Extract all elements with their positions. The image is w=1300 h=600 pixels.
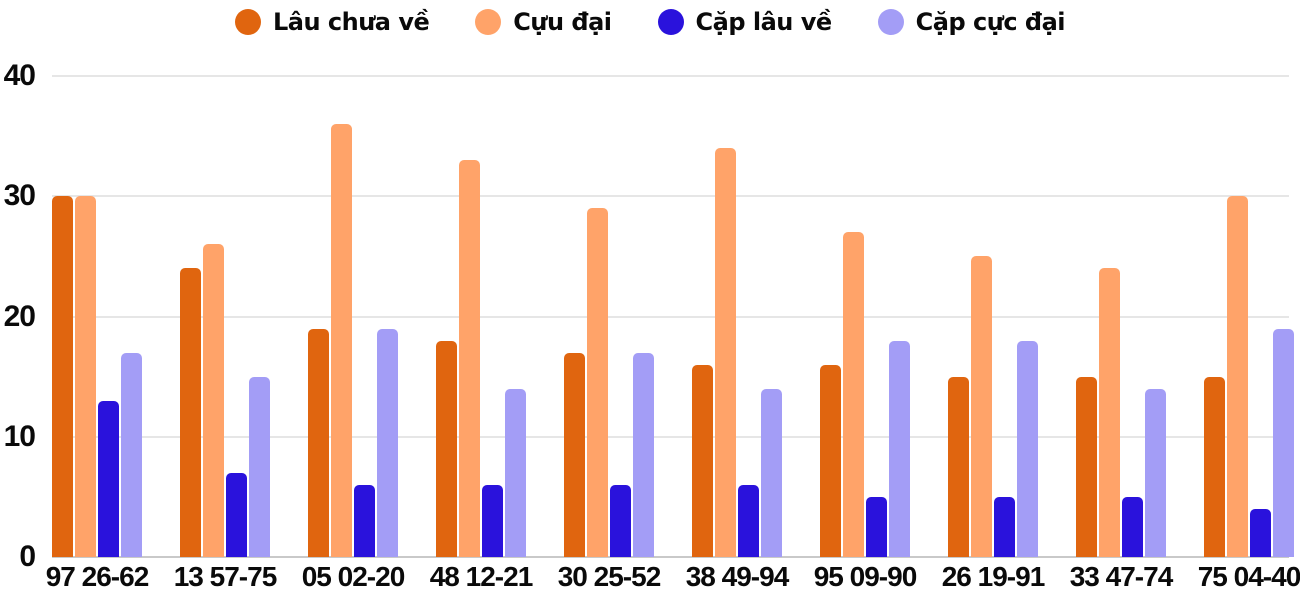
bar-series0-group8 [1076,376,1097,557]
bar-series2-group1 [226,472,247,557]
x-tick-label-1: 13 57-75 [173,561,278,592]
bar-series2-group9 [1250,508,1271,557]
legend-label-2: Cặp lâu về [695,8,833,36]
gridline-20 [52,315,1289,318]
x-tick-label-3: 48 12-21 [429,561,534,592]
bar-series0-group4 [564,352,585,557]
legend-item-0: Lâu chưa về [234,8,430,36]
legend-circle-icon [234,9,261,35]
legend-circle-icon [657,9,684,35]
legend: Lâu chưa về Cựu đại Cặp lâu về Cặp cực đại [0,8,1300,36]
bar-series2-group8 [1122,496,1143,557]
bar-series1-group3 [459,160,480,557]
legend-item-1: Cựu đại [475,8,612,36]
bar-series1-group7 [971,256,992,557]
bar-series1-group5 [715,148,736,557]
x-axis-line [52,556,1289,558]
legend-label-1: Cựu đại [513,8,612,36]
bar-series1-group9 [1227,196,1248,557]
bar-series0-group9 [1204,376,1225,557]
bar-series3-group3 [505,388,526,557]
gridline-10 [52,435,1289,438]
bar-series1-group6 [843,232,864,557]
bar-series2-group5 [738,484,759,557]
bar-series3-group6 [889,340,910,557]
bar-series2-group2 [354,484,375,557]
x-tick-label-8: 33 47-74 [1069,561,1174,592]
bar-series1-group2 [331,124,352,557]
bar-series3-group9 [1273,328,1294,557]
bar-series3-group1 [249,376,270,557]
bar-series3-group8 [1145,388,1166,557]
bar-series2-group4 [610,484,631,557]
x-tick-label-2: 05 02-20 [301,561,406,592]
gridline-30 [52,195,1289,198]
legend-label-3: Cặp cực đại [915,8,1066,36]
y-tick-label-10: 10 [3,419,36,453]
legend-circle-icon [475,9,502,35]
x-tick-label-4: 30 25-52 [557,561,662,592]
bar-series3-group5 [761,388,782,557]
legend-label-0: Lâu chưa về [272,8,430,36]
y-tick-label-20: 20 [3,299,36,333]
x-tick-label-6: 95 09-90 [813,561,918,592]
legend-item-3: Cặp cực đại [877,8,1066,36]
bar-series0-group5 [692,364,713,557]
bar-series3-group7 [1017,340,1038,557]
y-tick-label-0: 0 [19,540,36,573]
bar-series3-group0 [121,352,142,557]
bar-series0-group0 [52,196,73,557]
y-tick-label-40: 40 [3,59,36,92]
legend-circle-icon [877,9,904,35]
bar-series0-group3 [436,340,457,557]
y-tick-label-30: 30 [3,179,36,213]
bar-series0-group7 [948,376,969,557]
bar-series1-group4 [587,208,608,557]
bar-series2-group0 [98,400,119,557]
gridline-40 [52,75,1289,77]
bar-series1-group0 [75,196,96,557]
bar-series0-group6 [820,364,841,557]
bar-series0-group2 [308,328,329,557]
x-tick-label-0: 97 26-62 [45,561,150,592]
bar-series1-group1 [203,244,224,557]
bar-series2-group7 [994,496,1015,557]
bar-series1-group8 [1099,268,1120,557]
x-tick-label-7: 26 19-91 [941,561,1046,592]
bar-series2-group6 [866,496,887,557]
bar-series3-group4 [633,352,654,557]
x-tick-label-9: 75 04-40 [1197,561,1300,592]
bar-series0-group1 [180,268,201,557]
x-tick-label-5: 38 49-94 [685,561,790,592]
bar-series3-group2 [377,328,398,557]
bar-series2-group3 [482,484,503,557]
legend-item-2: Cặp lâu về [657,8,833,36]
